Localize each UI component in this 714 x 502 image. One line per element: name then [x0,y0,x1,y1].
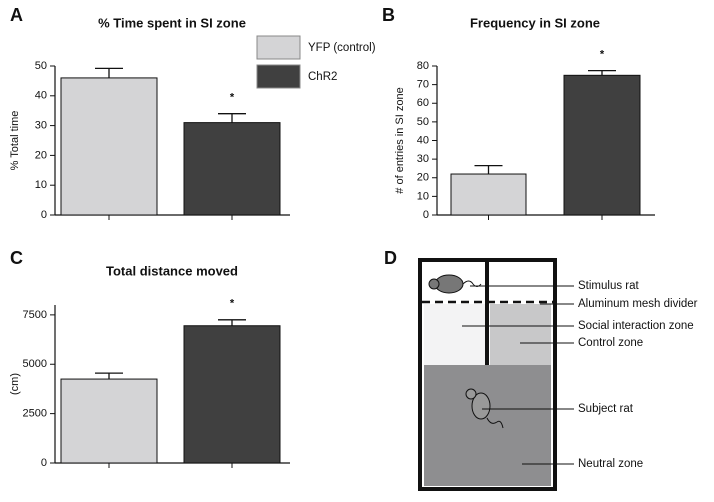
rat-tail [486,417,504,429]
diagram-label: Subject rat [578,403,634,415]
bar [60,378,158,464]
legend-swatch [256,64,301,89]
bar [60,77,158,216]
y-tick-label: 80 [417,60,429,72]
y-tick-label: 40 [35,90,47,102]
legend-label: YFP (control) [308,42,376,54]
y-tick-label: 50 [417,116,429,128]
y-tick-label: 20 [35,149,47,161]
y-tick-label: 7500 [23,309,47,321]
diagram-label: Social interaction zone [578,320,694,332]
y-tick-label: 0 [41,457,47,469]
diagram-label: Aluminum mesh divider [578,298,698,310]
social-zone [424,304,485,365]
y-tick-label: 0 [41,209,47,221]
y-tick-label: 20 [417,172,429,184]
arena-diagram: D Stimulus rat Aluminum mesh divider Soc… [384,248,698,491]
y-tick-label: 30 [417,153,429,165]
legend-swatch [256,35,301,60]
diagram-label: Control zone [578,337,643,349]
legend-label: ChR2 [308,71,337,83]
y-tick-label: 70 [417,79,429,91]
panel-letter: A [10,5,23,25]
panel-letter: D [384,248,397,268]
y-axis-label: (cm) [9,373,21,395]
y-tick-label: 10 [417,190,429,202]
y-tick-label: 30 [35,120,47,132]
panel-letter: B [382,5,395,25]
y-axis-label: % Total time [9,111,21,171]
y-tick-label: 50 [35,60,47,72]
y-tick-label: 60 [417,97,429,109]
y-tick-label: 5000 [23,358,47,370]
y-tick-label: 0 [423,209,429,221]
significance-marker: * [230,92,235,104]
subject-rat-icon [471,392,491,420]
y-tick-label: 10 [35,179,47,191]
chart-title: Frequency in SI zone [470,15,600,30]
bar [563,74,641,216]
y-axis-label: # of entries in SI zone [394,87,406,193]
y-tick-label: 2500 [23,408,47,420]
chart-title: % Time spent in SI zone [98,15,246,30]
diagram-label: Stimulus rat [578,280,640,292]
control-zone [490,304,551,365]
significance-marker: * [230,298,235,310]
leader-lines [462,285,574,465]
neutral-zone [424,365,551,486]
bar [183,122,281,216]
rat-head [465,388,477,400]
y-tick-label: 40 [417,134,429,146]
rat-head [428,278,440,290]
bar [450,173,527,216]
diagram-label: Neutral zone [578,458,643,470]
significance-marker: * [600,49,605,61]
panel-letter: C [10,248,23,268]
chart-title: Total distance moved [106,263,238,278]
arena-wall [418,258,557,491]
bar [183,325,281,464]
